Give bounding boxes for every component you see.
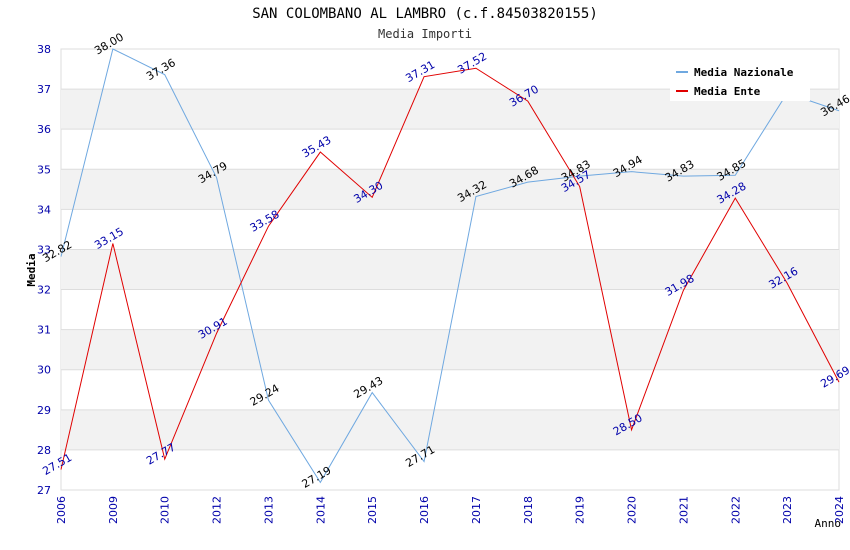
y-tick-label: 37 xyxy=(37,83,51,96)
x-tick-label: 2018 xyxy=(522,496,535,524)
x-tick-label: 2006 xyxy=(55,496,68,524)
y-tick-label: 28 xyxy=(37,444,51,457)
legend-box xyxy=(670,58,810,101)
y-tick-label: 31 xyxy=(37,324,51,337)
x-tick-label: 2020 xyxy=(626,496,639,524)
y-tick-label: 32 xyxy=(37,284,51,297)
y-tick-label: 29 xyxy=(37,404,51,417)
y-axis-label: Media xyxy=(25,253,38,286)
y-tick-label: 30 xyxy=(37,364,51,377)
x-tick-label: 2023 xyxy=(781,496,794,524)
y-tick-label: 35 xyxy=(37,163,51,176)
series-line-media-nazionale xyxy=(60,48,840,484)
y-tick-label: 36 xyxy=(37,123,51,136)
grid-band xyxy=(61,329,839,370)
x-tick-label: 2012 xyxy=(211,496,224,524)
series-line-media-ente xyxy=(60,67,840,470)
x-tick-label: 2017 xyxy=(470,496,483,524)
legend-entry: Media Ente xyxy=(694,85,761,98)
x-tick-label: 2021 xyxy=(677,496,690,524)
grid-band xyxy=(61,409,839,450)
x-tick-label: 2024 xyxy=(833,496,846,524)
y-tick-label: 38 xyxy=(37,43,51,56)
x-tick-label: 2022 xyxy=(729,496,742,524)
y-axis-ticks: 27 28 29 30 31 32 33 34 35 36 37 38 xyxy=(37,43,51,497)
series-lines xyxy=(60,48,840,484)
y-tick-label: 34 xyxy=(37,203,51,216)
x-axis-ticks: 2006 2009 2010 2012 2013 2014 2015 2016 2017 2018… xyxy=(55,496,846,524)
x-axis-label: Anno xyxy=(815,517,842,530)
grid-band xyxy=(61,249,839,290)
x-tick-label: 2015 xyxy=(366,496,379,524)
chart-title: SAN COLOMBANO AL LAMBRO (c.f.84503820155… xyxy=(252,6,598,22)
chart-subtitle: Media Importi xyxy=(378,27,472,41)
x-tick-label: 2013 xyxy=(262,496,275,524)
legend-entry: Media Nazionale xyxy=(694,66,794,79)
x-tick-label: 2009 xyxy=(107,496,120,524)
x-tick-label: 2016 xyxy=(418,496,431,524)
x-tick-label: 2010 xyxy=(159,496,172,524)
y-tick-label: 33 xyxy=(37,243,51,256)
x-tick-label: 2019 xyxy=(574,496,587,524)
x-tick-label: 2014 xyxy=(314,496,327,524)
y-tick-label: 27 xyxy=(37,484,51,497)
legend: Media Nazionale Media Ente xyxy=(670,58,810,101)
grid-bands xyxy=(60,48,840,491)
